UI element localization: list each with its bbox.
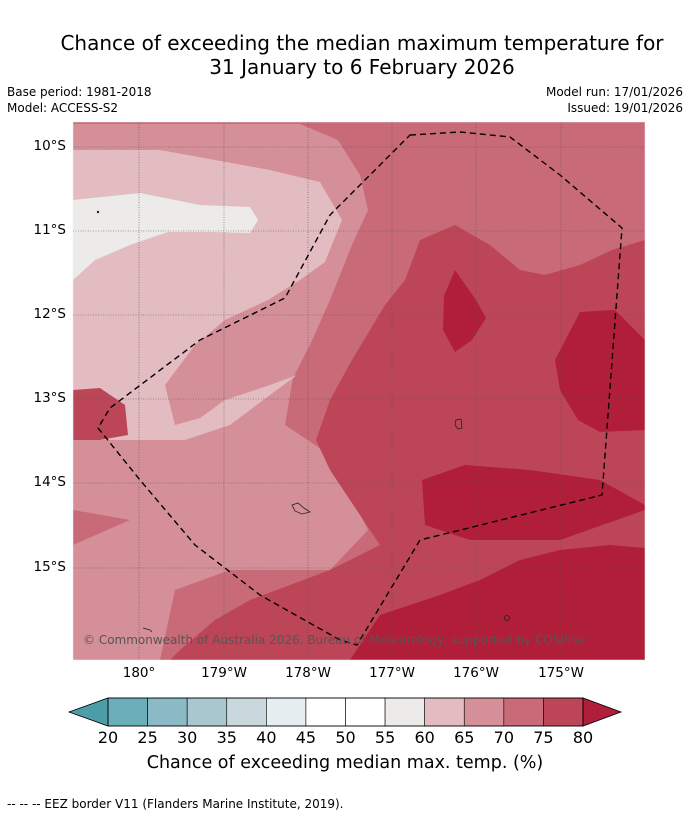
colorbar: [67, 697, 623, 727]
lon-label-176w: 176°W: [453, 665, 499, 681]
island-shape: [291, 502, 311, 515]
islands: [96, 210, 510, 633]
island-shape: [504, 615, 510, 621]
graticule: [73, 122, 645, 660]
colorbar-tick-45: 45: [295, 728, 317, 747]
colorbar-segment: [384, 697, 425, 727]
colorbar-segment: [107, 697, 148, 727]
colorbar-segment: [345, 697, 386, 727]
colorbar-tick-20: 20: [97, 728, 119, 747]
base-period: Base period: 1981-2018: [7, 85, 152, 99]
colorbar-overflow: [582, 697, 623, 727]
colorbar-segment: [226, 697, 267, 727]
colorbar-underflow: [67, 697, 109, 727]
lat-label-12s: 12°S: [33, 306, 67, 322]
colorbar-segments: [107, 697, 584, 727]
colorbar-segment: [503, 697, 544, 727]
colorbar-tick-25: 25: [137, 728, 158, 747]
colorbar-tick-30: 30: [176, 728, 198, 747]
colorbar-segment: [266, 697, 307, 727]
lon-label-175w: 175°W: [538, 665, 584, 681]
lat-label-10s: 10°S: [33, 138, 67, 154]
colorbar-tick-40: 40: [256, 728, 277, 747]
run-info: Model run: 17/01/2026 Issued: 19/01/2026: [546, 84, 683, 116]
model-run: Model run: 17/01/2026: [545, 85, 683, 99]
colorbar-segment: [463, 697, 505, 727]
island-shape: [96, 210, 100, 214]
lon-label-179w: 179°W: [201, 665, 247, 681]
map-title: Chance of exceeding the median maximum t…: [0, 31, 690, 79]
band-75-80: [73, 388, 128, 440]
copyright-notice: © Commonwealth of Australia 2026, Bureau…: [83, 633, 589, 647]
island-shape: [142, 627, 153, 633]
colorbar-tick-55: 55: [374, 728, 396, 747]
colorbar-tick-75: 75: [533, 728, 554, 747]
colorbar-segment: [147, 697, 188, 727]
colorbar-segment: [424, 697, 465, 727]
map-frame: [72, 121, 646, 661]
band-above-80: [350, 465, 645, 660]
model-info: Base period: 1981-2018 Model: ACCESS-S2: [7, 84, 152, 116]
island-shape: [454, 418, 463, 430]
colorbar-segment: [305, 697, 346, 727]
colorbar-tick-65: 65: [454, 728, 475, 747]
lon-label-178w: 178°W: [285, 665, 331, 681]
lat-label-11s: 11°S: [33, 222, 67, 238]
issued-date: Issued: 19/01/2026: [567, 101, 683, 115]
title-line-1: Chance of exceeding the median maximum t…: [60, 31, 664, 55]
model-name: Model: ACCESS-S2: [7, 101, 119, 115]
band-65-70: [73, 560, 140, 625]
colorbar-tick-80: 80: [572, 728, 594, 747]
band-55-60: [73, 193, 258, 280]
lon-label-177w: 177°W: [369, 665, 415, 681]
lon-label-180: 180°: [122, 665, 156, 681]
title-line-2: 31 January to 6 February 2026: [209, 55, 515, 79]
eez-border-legend: -- -- -- EEZ border V11 (Flanders Marine…: [7, 797, 344, 811]
lat-label-15s: 15°S: [33, 559, 67, 575]
probability-field: [73, 122, 645, 660]
band-above-80: [443, 270, 486, 352]
colorbar-segment: [186, 697, 228, 727]
colorbar-tick-50: 50: [335, 728, 356, 747]
colorbar-tick-60: 60: [414, 728, 435, 747]
colorbar-tick-35: 35: [216, 728, 237, 747]
band-above-80: [555, 310, 645, 432]
lat-label-13s: 13°S: [33, 390, 67, 406]
eez-border: [97, 131, 623, 646]
lat-label-14s: 14°S: [33, 474, 67, 490]
colorbar-tick-70: 70: [493, 728, 514, 747]
colorbar-label: Chance of exceeding median max. temp. (%…: [146, 753, 544, 773]
colorbar-segment: [543, 697, 584, 727]
colorbar-frame: [107, 697, 584, 727]
